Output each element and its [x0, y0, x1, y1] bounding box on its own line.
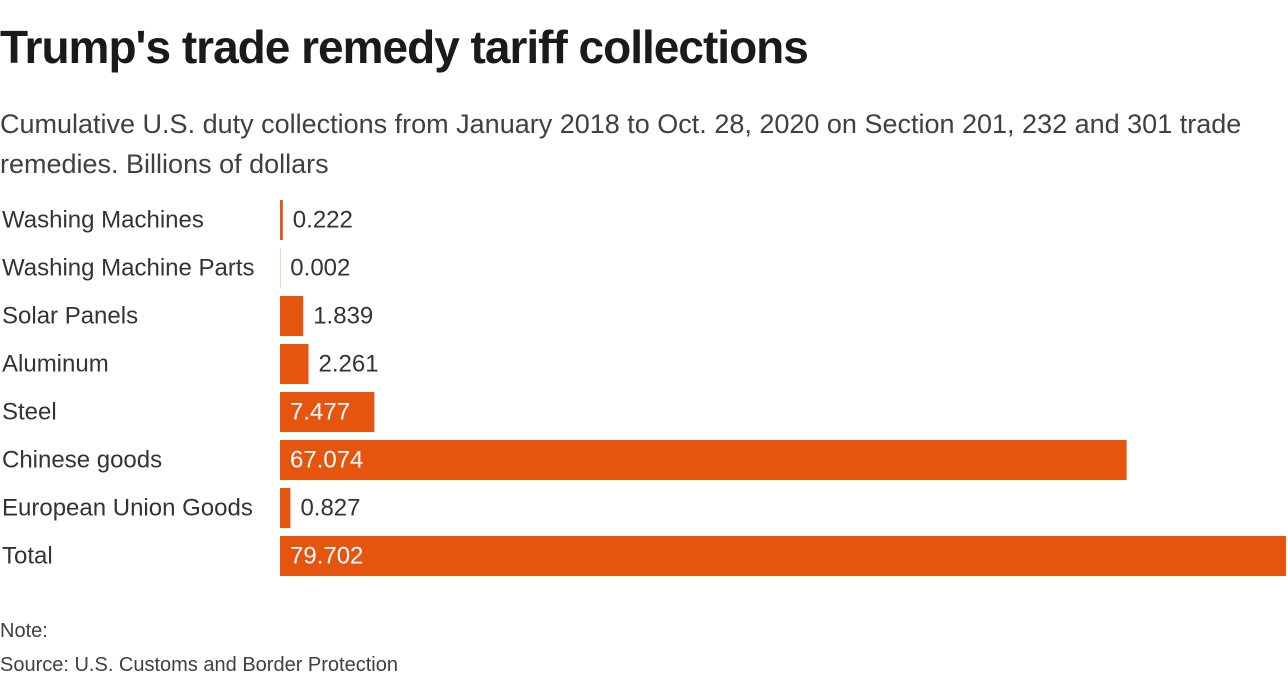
- category-label: Aluminum: [2, 351, 109, 378]
- value-label: 0.222: [293, 207, 353, 234]
- chart-title: Trump's trade remedy tariff collections: [0, 21, 809, 73]
- bar: [280, 296, 304, 336]
- category-label: Washing Machine Parts: [2, 255, 255, 282]
- bar-chart: Washing Machines 0.222 Washing Machine Par…: [2, 200, 1286, 576]
- chart-note: Note:: [0, 620, 48, 642]
- bar: [280, 344, 309, 384]
- chart-subtitle: Cumulative U.S. duty collections from Ja…: [0, 109, 1242, 179]
- bar: [280, 392, 375, 432]
- bar: [280, 440, 1127, 480]
- value-label: 1.839: [313, 303, 373, 330]
- value-label: 67.074: [290, 447, 363, 474]
- category-label: Chinese goods: [2, 447, 162, 474]
- value-label: 7.477: [290, 399, 350, 426]
- value-label: 79.702: [290, 543, 363, 570]
- value-label: 0.827: [300, 495, 360, 522]
- category-label: Washing Machines: [2, 207, 204, 234]
- category-label: Steel: [2, 399, 57, 426]
- value-label: 2.261: [319, 351, 379, 378]
- category-label: Total: [2, 543, 53, 570]
- chart-source: Source: U.S. Customs and Border Protecti…: [0, 654, 398, 676]
- bar: [280, 536, 1286, 576]
- category-label: European Union Goods: [2, 495, 253, 522]
- category-label: Solar Panels: [2, 303, 138, 330]
- bar: [280, 200, 283, 240]
- bar: [280, 488, 291, 528]
- value-label: 0.002: [290, 255, 350, 282]
